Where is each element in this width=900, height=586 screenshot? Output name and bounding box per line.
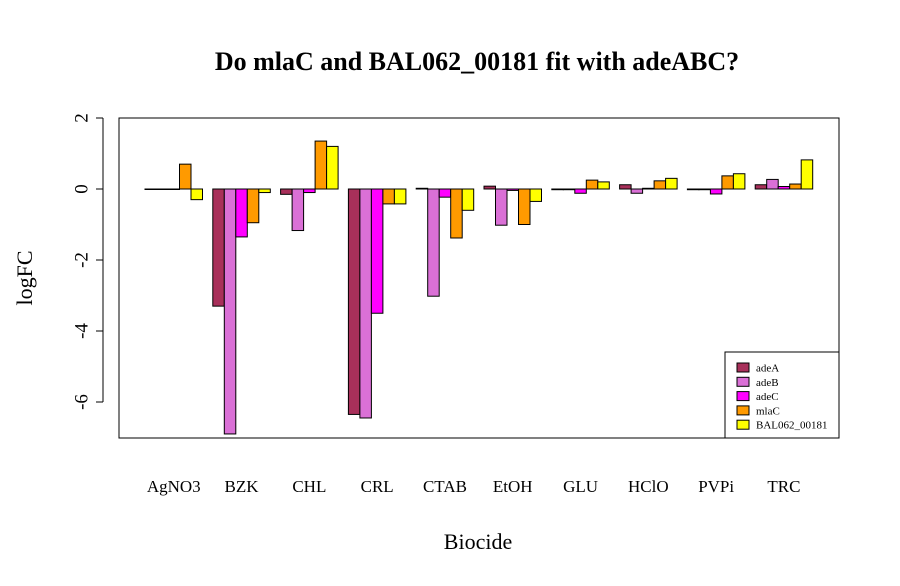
legend: adeA adeB adeC mlaC BAL062_00181 (724, 351, 840, 439)
legend-label: adeB (756, 377, 779, 389)
x-category-label: CHL (292, 477, 326, 496)
bar-adeC-PVPi (709, 188, 723, 195)
bar-BAL062_00181-CHL (326, 145, 339, 190)
y-tick-label: -2 (72, 252, 93, 268)
x-category-labels: AgNO3 BZK CHL CRL CTAB EtOH GLU HClO PVPi TRC (147, 477, 801, 496)
bar-adeA-BZK (212, 188, 225, 307)
bar-BAL062_00181-CRL (393, 188, 407, 205)
bar-adeC-CRL (370, 188, 384, 314)
bar-adeA-TRC (754, 184, 768, 190)
x-axis-label: Biocide (444, 529, 512, 554)
bar-adeB-GLU (562, 188, 576, 191)
legend-swatch (736, 362, 750, 373)
y-axis: 2 0 -2 -4 -6 (72, 113, 104, 410)
legend-label: adeA (756, 363, 779, 375)
bar-adeC-TRC (777, 186, 791, 190)
x-category-label: TRC (767, 477, 800, 496)
legend-label: BAL062_00181 (756, 420, 828, 432)
y-tick-label: 2 (72, 113, 93, 123)
bar-adeA-AgNO3 (144, 188, 157, 190)
bar-adeA-HClO (619, 184, 632, 190)
bar-adeC-HClO (642, 187, 655, 190)
x-category-label: PVPi (698, 477, 734, 496)
bar-adeA-CTAB (415, 187, 429, 190)
bar-adeA-GLU (551, 188, 564, 191)
chart-title: Do mlaC and BAL062_00181 fit with adeABC… (215, 47, 739, 76)
y-axis-label: logFC (12, 250, 37, 305)
bar-adeA-CRL (347, 188, 361, 415)
bar-adeC-CHL (303, 188, 316, 194)
bar-adeC-CTAB (438, 188, 452, 198)
bar-adeB-CHL (291, 188, 305, 232)
bar-adeB-PVPi (698, 188, 711, 191)
bar-mlaC-CTAB (450, 188, 463, 239)
bar-mlaC-CRL (382, 188, 395, 205)
bar-BAL062_00181-BZK (258, 188, 271, 194)
legend-swatch (736, 419, 750, 430)
y-tick-label: 0 (72, 184, 93, 194)
bar-adeC-AgNO3 (167, 188, 180, 190)
bar-adeC-GLU (574, 188, 587, 194)
bar-mlaC-CHL (314, 140, 328, 190)
bar-adeA-PVPi (686, 188, 700, 191)
x-category-label: BZK (225, 477, 260, 496)
bar-mlaC-BZK (246, 188, 260, 224)
bar-mlaC-HClO (653, 180, 667, 190)
bar-adeB-TRC (766, 178, 779, 190)
bar-BAL062_00181-CTAB (461, 188, 475, 211)
bar-BAL062_00181-TRC (800, 159, 814, 190)
legend-swatch (736, 405, 750, 416)
bar-mlaC-TRC (789, 183, 802, 190)
x-category-label: GLU (563, 477, 598, 496)
x-category-label: HClO (628, 477, 669, 496)
x-category-label: CTAB (423, 477, 467, 496)
bar-adeA-CHL (280, 188, 293, 195)
bar-adeB-AgNO3 (156, 188, 169, 190)
x-category-label: AgNO3 (147, 477, 201, 496)
legend-swatch (736, 391, 750, 402)
bar-BAL062_00181-EtOH (529, 188, 542, 202)
legend-swatch (736, 376, 750, 387)
bar-BAL062_00181-HClO (665, 177, 678, 190)
bar-adeB-EtOH (495, 188, 508, 226)
bar-mlaC-AgNO3 (179, 163, 192, 190)
bar-adeA-EtOH (483, 185, 496, 190)
bar-mlaC-PVPi (721, 175, 734, 190)
x-category-label: EtOH (493, 477, 533, 496)
bar-adeB-CTAB (427, 188, 440, 297)
y-tick-label: -6 (72, 394, 93, 410)
y-tick-label: -4 (72, 323, 93, 339)
bar-adeC-BZK (235, 188, 248, 238)
bar-adeC-EtOH (506, 188, 519, 191)
bar-mlaC-EtOH (518, 188, 531, 225)
bar-adeB-HClO (630, 188, 644, 194)
bar-BAL062_00181-AgNO3 (190, 188, 203, 201)
legend-label: adeC (756, 391, 779, 403)
plot-frame (118, 117, 840, 439)
bar-adeB-CRL (359, 188, 372, 419)
legend-label: mlaC (756, 405, 780, 417)
bar-mlaC-GLU (585, 179, 599, 190)
x-category-label: CRL (361, 477, 394, 496)
bars-group (144, 140, 814, 435)
bar-BAL062_00181-GLU (597, 181, 610, 190)
bar-adeB-BZK (223, 188, 237, 435)
bar-BAL062_00181-PVPi (732, 173, 746, 190)
